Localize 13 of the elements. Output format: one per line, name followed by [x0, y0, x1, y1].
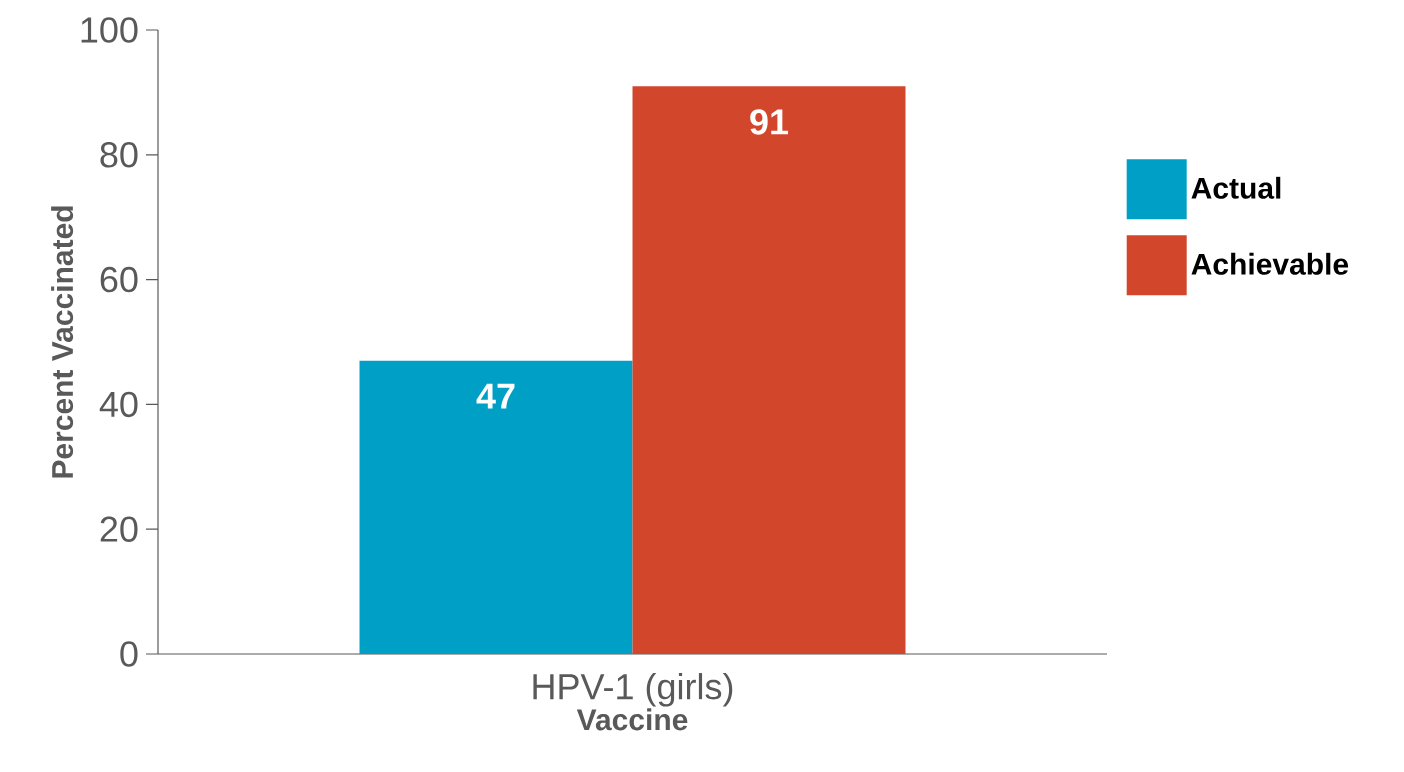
x-axis-title: Vaccine	[576, 708, 688, 731]
data-label: 47	[476, 383, 515, 409]
y-tick-label: 0	[120, 641, 138, 667]
y-tick-label: 20	[100, 516, 138, 542]
y-tick-label: 80	[100, 142, 138, 168]
x-tick-label: HPV-1 (girls)	[533, 673, 733, 707]
data-label: 91	[750, 109, 789, 135]
legend-label: Achievable	[1191, 252, 1349, 275]
y-tick-label: 40	[99, 391, 138, 418]
y-tick-label: 60	[100, 266, 138, 293]
y-tick-label: 100	[81, 17, 138, 43]
legend-label: Actual	[1191, 176, 1281, 199]
y-axis-title: Percent Vaccinated	[51, 206, 74, 478]
